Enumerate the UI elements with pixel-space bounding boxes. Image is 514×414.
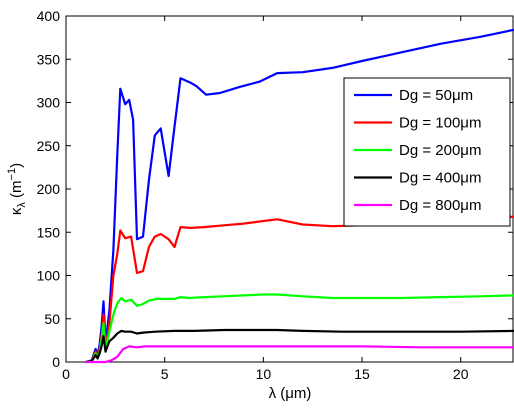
x-axis-label: λ (μm) (269, 385, 312, 402)
y-tick-label: 300 (37, 95, 61, 111)
x-tick-labels: 0 5 10 15 20 (62, 366, 469, 382)
legend: Dg = 50μm Dg = 100μm Dg = 200μm Dg = 400μm D… (343, 77, 511, 227)
legend-label-4: Dg = 400μm (399, 170, 481, 187)
y-tick-label: 0 (52, 354, 60, 370)
legend-label-2: Dg = 100μm (399, 115, 481, 132)
x-tick-label: 10 (256, 366, 272, 382)
legend-label-3: Dg = 200μm (399, 142, 481, 159)
x-tick-label: 15 (354, 366, 370, 382)
series-line-2 (85, 215, 514, 364)
y-axis-label-superscript: −1 (6, 168, 18, 181)
x-tick-label: 0 (62, 366, 70, 382)
series-line-5 (85, 345, 514, 364)
series-lines (85, 28, 514, 364)
x-tick-label: 20 (453, 366, 469, 382)
y-axis-label-subscript: λ (16, 202, 28, 208)
y-tick-label: 250 (37, 138, 61, 154)
y-tick-labels: 0 50 100 150 200 250 300 350 400 (37, 8, 61, 370)
y-axis-label-kappa: κ (8, 207, 25, 215)
y-tick-label: 400 (37, 8, 61, 24)
y-tick-label: 200 (37, 181, 61, 197)
legend-items: Dg = 50μm Dg = 100μm Dg = 200μm Dg = 400μm D… (354, 87, 481, 214)
y-tick-label: 150 (37, 224, 61, 240)
y-tick-label: 50 (44, 311, 60, 327)
series-line-4 (85, 328, 514, 364)
legend-label-1: Dg = 50μm (399, 87, 473, 104)
legend-label-5: Dg = 800μm (399, 197, 481, 214)
series-line-3 (85, 293, 514, 364)
series-line-1 (85, 28, 514, 364)
y-axis-label: κλ (m−1) (6, 163, 28, 215)
y-axis-label-unit-close: ) (8, 163, 25, 168)
y-tick-label: 350 (37, 51, 61, 67)
y-axis-label-unit-open: (m (8, 180, 25, 202)
legend-box (343, 77, 511, 227)
x-tick-label: 5 (161, 366, 169, 382)
y-tick-label: 100 (37, 268, 61, 284)
